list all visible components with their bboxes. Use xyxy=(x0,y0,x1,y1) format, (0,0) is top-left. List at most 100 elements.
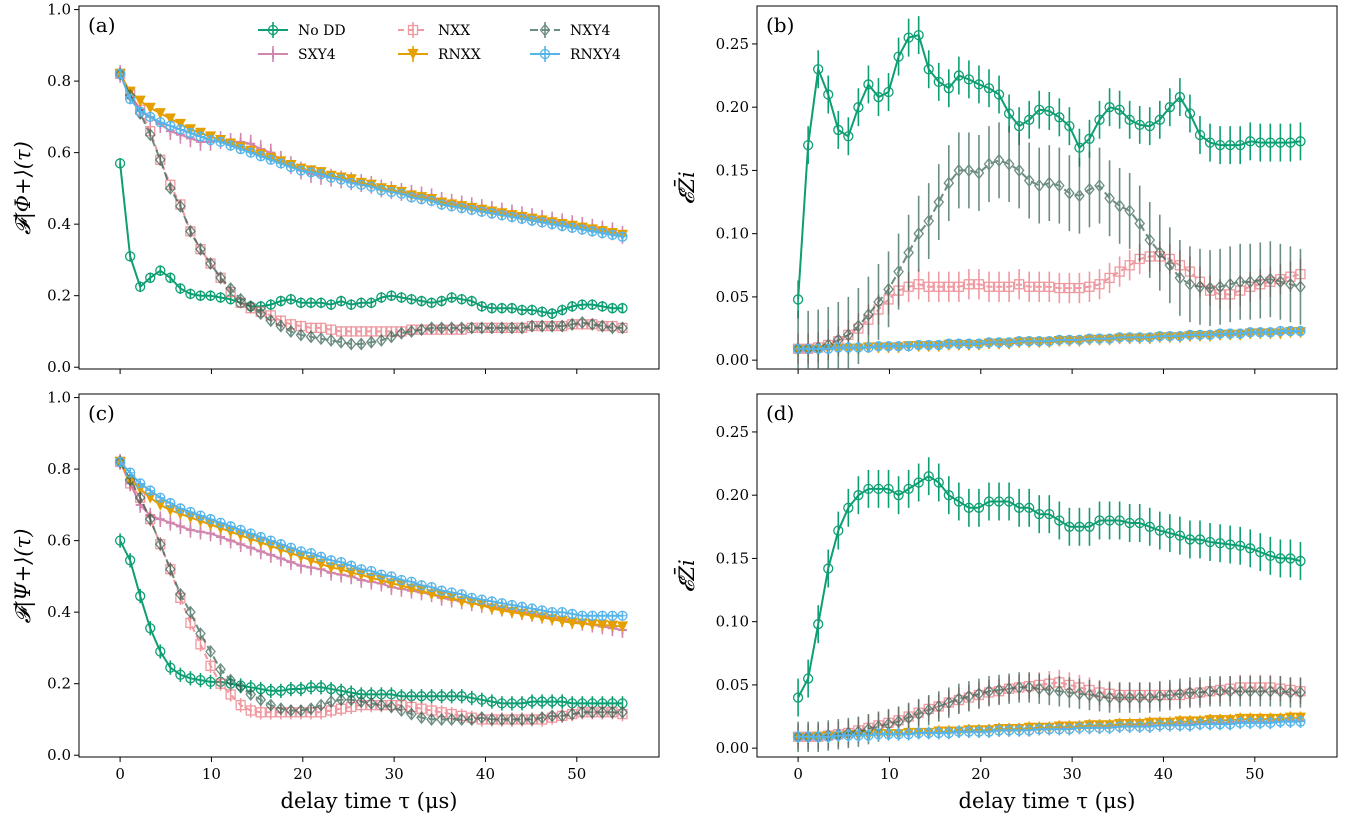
point-nxy4 xyxy=(546,319,558,333)
point-nxy4 xyxy=(863,308,874,322)
point-nxy4 xyxy=(792,342,804,356)
point-nxy4 xyxy=(1124,691,1136,705)
y-tick-label: 0.4 xyxy=(47,215,71,233)
point-nxy4 xyxy=(1134,691,1146,705)
point-nxy4 xyxy=(436,712,447,726)
point-nxy4 xyxy=(1144,691,1156,705)
point-nxx xyxy=(235,699,246,711)
point-nxy4 xyxy=(245,687,257,701)
series-line-rnxy4 xyxy=(119,73,623,238)
point-nxy4 xyxy=(1003,682,1015,696)
point-nxx xyxy=(923,281,934,292)
point-nxy4 xyxy=(275,702,287,716)
x-tick-label: 20 xyxy=(293,765,312,783)
point-nxy4 xyxy=(953,692,965,706)
point-nxy4 xyxy=(205,644,216,659)
point-nxy4 xyxy=(345,693,357,707)
point-nxy4 xyxy=(426,321,437,335)
point-nxy4 xyxy=(1023,680,1035,694)
point-nxy4 xyxy=(1214,684,1226,698)
point-nxy4 xyxy=(556,319,568,333)
point-nxx xyxy=(933,281,944,292)
point-nxy4 xyxy=(933,195,945,209)
point-nxy4 xyxy=(1234,275,1246,289)
point-nxy4 xyxy=(456,321,468,335)
point-nxx xyxy=(245,705,256,716)
point-nxy4 xyxy=(496,321,508,335)
panel-d-xlabel: delay time τ (μs) xyxy=(959,789,1136,813)
point-nxx xyxy=(205,660,216,671)
point-nxx xyxy=(1044,281,1055,292)
series-rnxy4 xyxy=(792,325,1306,354)
point-nxx xyxy=(1003,281,1015,292)
point-nxy4 xyxy=(576,705,588,719)
point-nxy4 xyxy=(255,307,267,321)
point-nxy4 xyxy=(1164,688,1176,702)
point-nxy4 xyxy=(1254,684,1266,698)
point-nxy4 xyxy=(486,321,498,335)
point-sxy4 xyxy=(155,514,165,524)
point-nxx xyxy=(1054,282,1065,294)
point-nxy4 xyxy=(315,698,327,712)
panel-a-tag: (a) xyxy=(88,13,116,37)
series-line-rnxy4 xyxy=(119,461,623,617)
point-nxy4 xyxy=(476,321,488,335)
point-nxy4 xyxy=(355,695,367,709)
point-nxy4 xyxy=(566,317,578,331)
point-nxy4 xyxy=(154,537,166,551)
legend-label-nxx: NXX xyxy=(438,23,470,39)
point-nxy4 xyxy=(893,265,904,279)
panel-d-ylabel: 𝓔Z̄i xyxy=(674,559,699,592)
point-nxy4 xyxy=(556,709,568,723)
legend-marker-sxy4 xyxy=(268,49,278,59)
point-nxy4 xyxy=(536,711,548,725)
point-nxy4 xyxy=(1053,179,1065,193)
point-rnxx xyxy=(154,108,166,120)
legend-entry-sxy4 xyxy=(258,46,288,62)
point-nxy4 xyxy=(486,712,498,726)
point-nxy4 xyxy=(195,627,206,641)
point-nxy4 xyxy=(355,337,367,351)
point-nxy4 xyxy=(933,699,945,713)
panel-b-plot xyxy=(792,16,1307,369)
point-nxy4 xyxy=(963,163,975,177)
point-nxx xyxy=(1084,281,1095,292)
legend-marker-nxy4 xyxy=(539,23,551,37)
point-nxy4 xyxy=(446,712,458,726)
point-nxy4 xyxy=(1084,688,1095,702)
point-sxy4 xyxy=(185,525,195,535)
point-nxy4 xyxy=(516,712,528,726)
point-nxy4 xyxy=(983,157,995,171)
y-tick-label: 0.6 xyxy=(47,532,71,550)
y-tick-label: 0.6 xyxy=(47,144,71,162)
point-nxy4 xyxy=(295,328,307,342)
legend: No DD NXX NXY4 SXY4 RNXX RNXY4 xyxy=(258,22,621,63)
point-nxy4 xyxy=(1094,689,1105,703)
point-nxy4 xyxy=(993,153,1005,167)
point-rnxx xyxy=(164,113,176,125)
point-nxy4 xyxy=(1033,682,1045,696)
point-nxy4 xyxy=(416,711,427,725)
point-nxx xyxy=(1094,279,1105,290)
y-tick-label: 0.4 xyxy=(47,603,71,621)
point-nxy4 xyxy=(1244,275,1256,289)
point-nxy4 xyxy=(1124,204,1136,218)
point-nxy4 xyxy=(1285,277,1296,291)
point-nxy4 xyxy=(1154,246,1166,260)
legend-entry-rnxx xyxy=(398,46,428,62)
point-nxy4 xyxy=(164,562,176,576)
series-nxy4 xyxy=(792,122,1306,369)
point-nxy4 xyxy=(124,473,136,487)
y-tick-label: 0.15 xyxy=(716,549,749,567)
point-nxy4 xyxy=(536,319,548,333)
point-nxy4 xyxy=(1154,689,1166,703)
point-nxx xyxy=(973,279,985,290)
point-nxy4 xyxy=(185,224,196,238)
series-line-rnxx xyxy=(119,73,623,236)
point-nxy4 xyxy=(175,199,186,213)
point-nxy4 xyxy=(456,712,468,726)
y-tick-label: 1.0 xyxy=(47,389,71,407)
y-tick-label: 0.2 xyxy=(47,675,71,693)
panel-a-axes: 0.0 0.2 0.4 0.6 0.8 1.0 xyxy=(47,1,578,376)
point-nxy4 xyxy=(1254,273,1266,287)
